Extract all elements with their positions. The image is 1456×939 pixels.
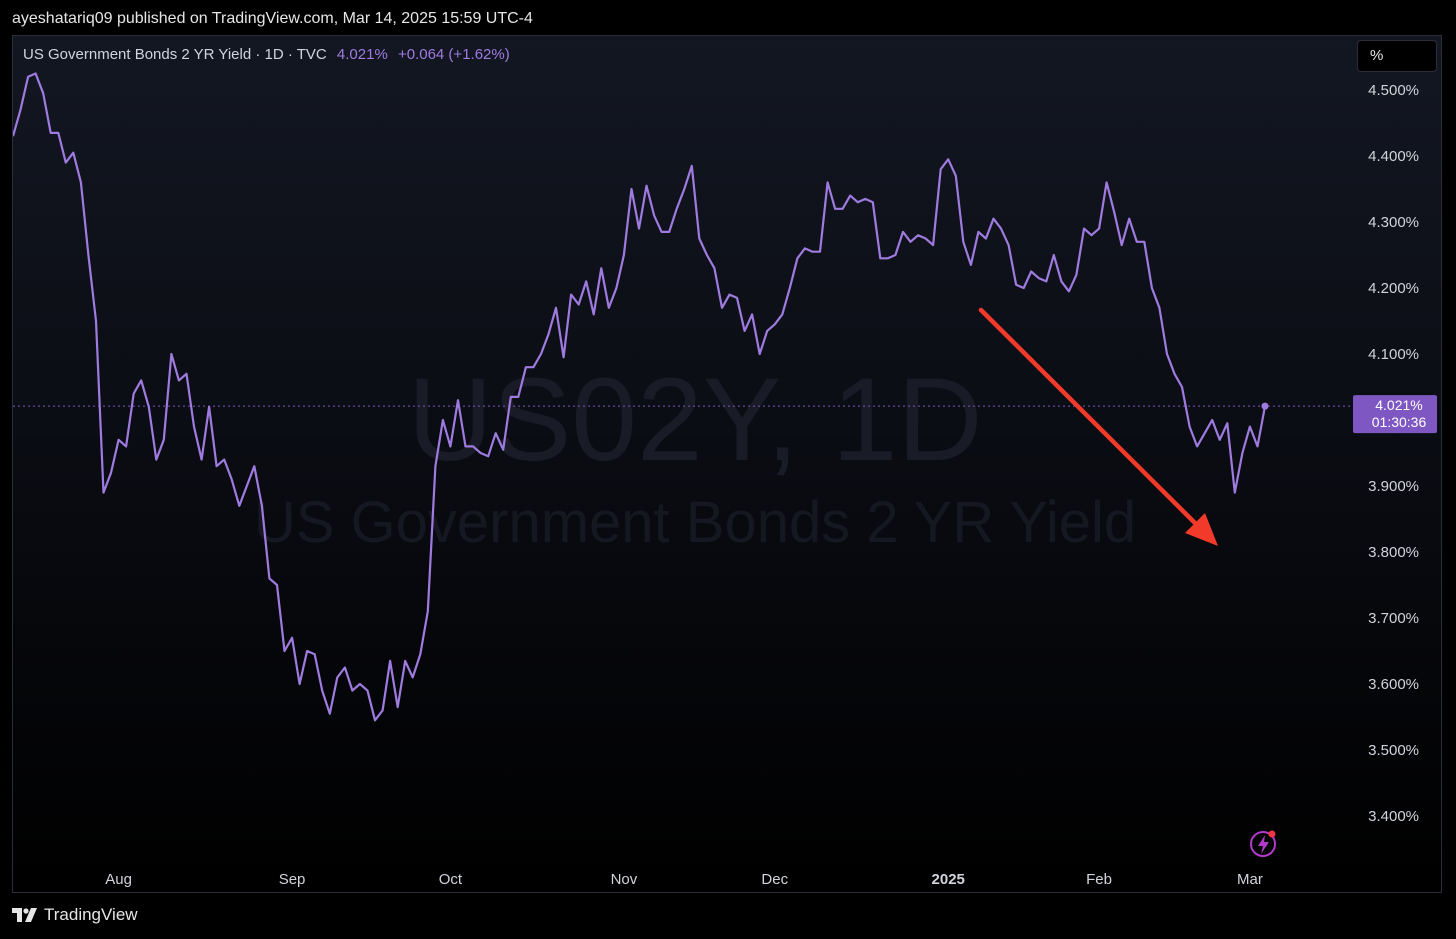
y-tick-label: 3.700% [1368,610,1419,627]
y-tick-label: 3.800% [1368,544,1419,561]
x-tick-label: Aug [105,871,132,888]
lightning-alert-icon[interactable] [1250,830,1276,857]
y-tick-label: 3.900% [1368,478,1419,495]
x-tick-label: 2025 [932,871,965,888]
watermark: US02Y, 1D US Government Bonds 2 YR Yield [254,354,1136,555]
x-tick-label: Feb [1086,871,1112,888]
last-price-dot [1261,402,1269,410]
x-tick-label: Sep [279,871,306,888]
chart-legend: US Government Bonds 2 YR Yield · 1D · TV… [23,46,510,63]
watermark-symbol: US02Y, 1D [407,354,982,486]
series-line-us02y [13,72,1267,722]
x-axis: Aug Sep Oct Nov Dec 2025 Feb Mar [105,871,1263,888]
footer-brand-text: TradingView [44,905,138,924]
x-tick-label: Nov [611,871,638,888]
x-tick-label: Oct [439,871,463,888]
red-trend-arrow [978,307,1218,546]
last-price-tag: 4.021% 01:30:36 [1353,395,1437,434]
y-tick-label: 4.200% [1368,280,1419,297]
x-tick-label: Dec [761,871,788,888]
published-header: ayeshatariq09 published on TradingView.c… [12,10,533,27]
y-tick-label: 4.300% [1368,214,1419,231]
chart-panel[interactable]: US02Y, 1D US Government Bonds 2 YR Yield… [12,35,1442,893]
tradingview-logo-icon [12,908,37,922]
percent-scale-button[interactable]: % [1357,40,1437,72]
y-tick-label: 3.600% [1368,676,1419,693]
yield-line-chart[interactable]: US02Y, 1D US Government Bonds 2 YR Yield… [13,36,1441,892]
legend-symbol: US Government Bonds 2 YR Yield · 1D · TV… [23,46,327,63]
y-tick-label: 4.400% [1368,148,1419,165]
x-tick-label: Mar [1237,871,1263,888]
y-axis: 4.500% 4.400% 4.300% 4.200% 4.100% 3.900% 3.80… [1368,82,1419,825]
y-tick-label: 3.500% [1368,742,1419,759]
last-price-tag-countdown: 01:30:36 [1372,414,1427,430]
y-tick-label: 4.100% [1368,346,1419,363]
footer-brand[interactable]: TradingView [12,905,138,925]
legend-last-value: 4.021% [336,46,388,63]
last-price-tag-value: 4.021% [1375,397,1422,413]
y-tick-label: 4.500% [1368,82,1419,99]
watermark-name: US Government Bonds 2 YR Yield [254,490,1136,555]
y-tick-label: 3.400% [1368,808,1419,825]
legend-change: +0.064 (+1.62%) [397,46,510,63]
